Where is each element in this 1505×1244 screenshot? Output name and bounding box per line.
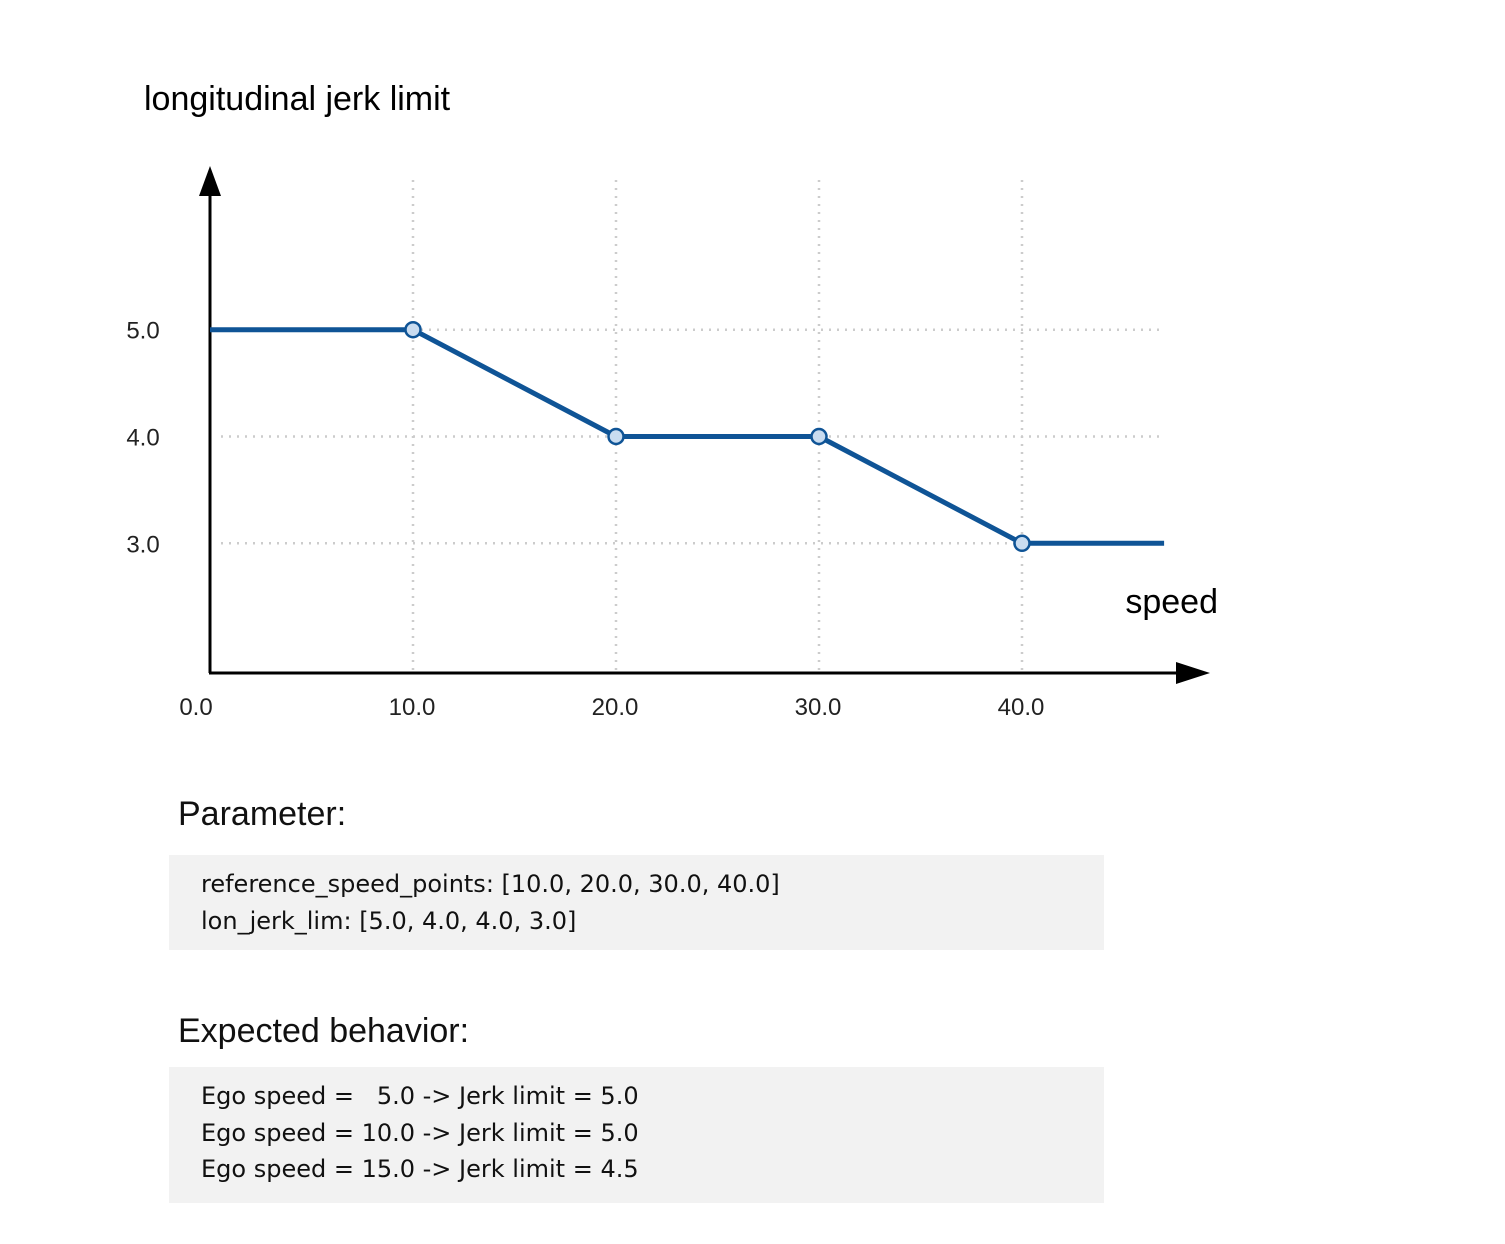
y-tick-label: 3.0 — [126, 531, 159, 558]
data-point — [810, 427, 828, 446]
series-line — [210, 327, 1165, 546]
x-tick-label: 0.0 — [179, 694, 212, 721]
y-axis-arrow — [199, 166, 221, 196]
parameter-title: Parameter: — [178, 795, 347, 833]
y-tick-label: 5.0 — [126, 318, 159, 345]
series-group — [210, 320, 1165, 553]
y-tick-labels: 3.0 4.0 5.0 — [126, 318, 159, 559]
x-tick-labels: 0.0 10.0 20.0 30.0 40.0 — [179, 694, 1044, 721]
behavior-box: Ego speed = 5.0 -> Jerk limit = 5.0 Ego … — [169, 1067, 1104, 1203]
y-tick-label: 4.0 — [126, 425, 159, 452]
x-tick-label: 30.0 — [795, 694, 842, 721]
parameter-line: lon_jerk_lim: [5.0, 4.0, 4.0, 3.0] — [201, 906, 577, 935]
y-axis-title: longitudinal jerk limit — [144, 80, 451, 118]
data-point — [607, 427, 625, 446]
x-axis-arrow — [1176, 662, 1210, 684]
behavior-line: Ego speed = 5.0 -> Jerk limit = 5.0 — [201, 1082, 639, 1110]
data-point — [1013, 534, 1031, 553]
grid-lines — [221, 180, 1165, 670]
jerk-limit-chart: longitudinal jerk limit speed 0.0 10.0 20.… — [126, 80, 1218, 721]
x-tick-label: 40.0 — [998, 694, 1045, 721]
x-axis-title: speed — [1125, 583, 1218, 621]
parameter-box: reference_speed_points: [10.0, 20.0, 30.… — [169, 855, 1104, 950]
behavior-line: Ego speed = 15.0 -> Jerk limit = 4.5 — [201, 1155, 639, 1183]
data-point — [404, 320, 422, 339]
behavior-line: Ego speed = 10.0 -> Jerk limit = 5.0 — [201, 1118, 639, 1147]
parameter-line: reference_speed_points: [10.0, 20.0, 30.… — [201, 870, 780, 898]
behavior-title: Expected behavior: — [178, 1012, 470, 1050]
axes — [199, 166, 1210, 684]
x-tick-label: 10.0 — [389, 694, 436, 721]
x-tick-label: 20.0 — [592, 694, 639, 721]
